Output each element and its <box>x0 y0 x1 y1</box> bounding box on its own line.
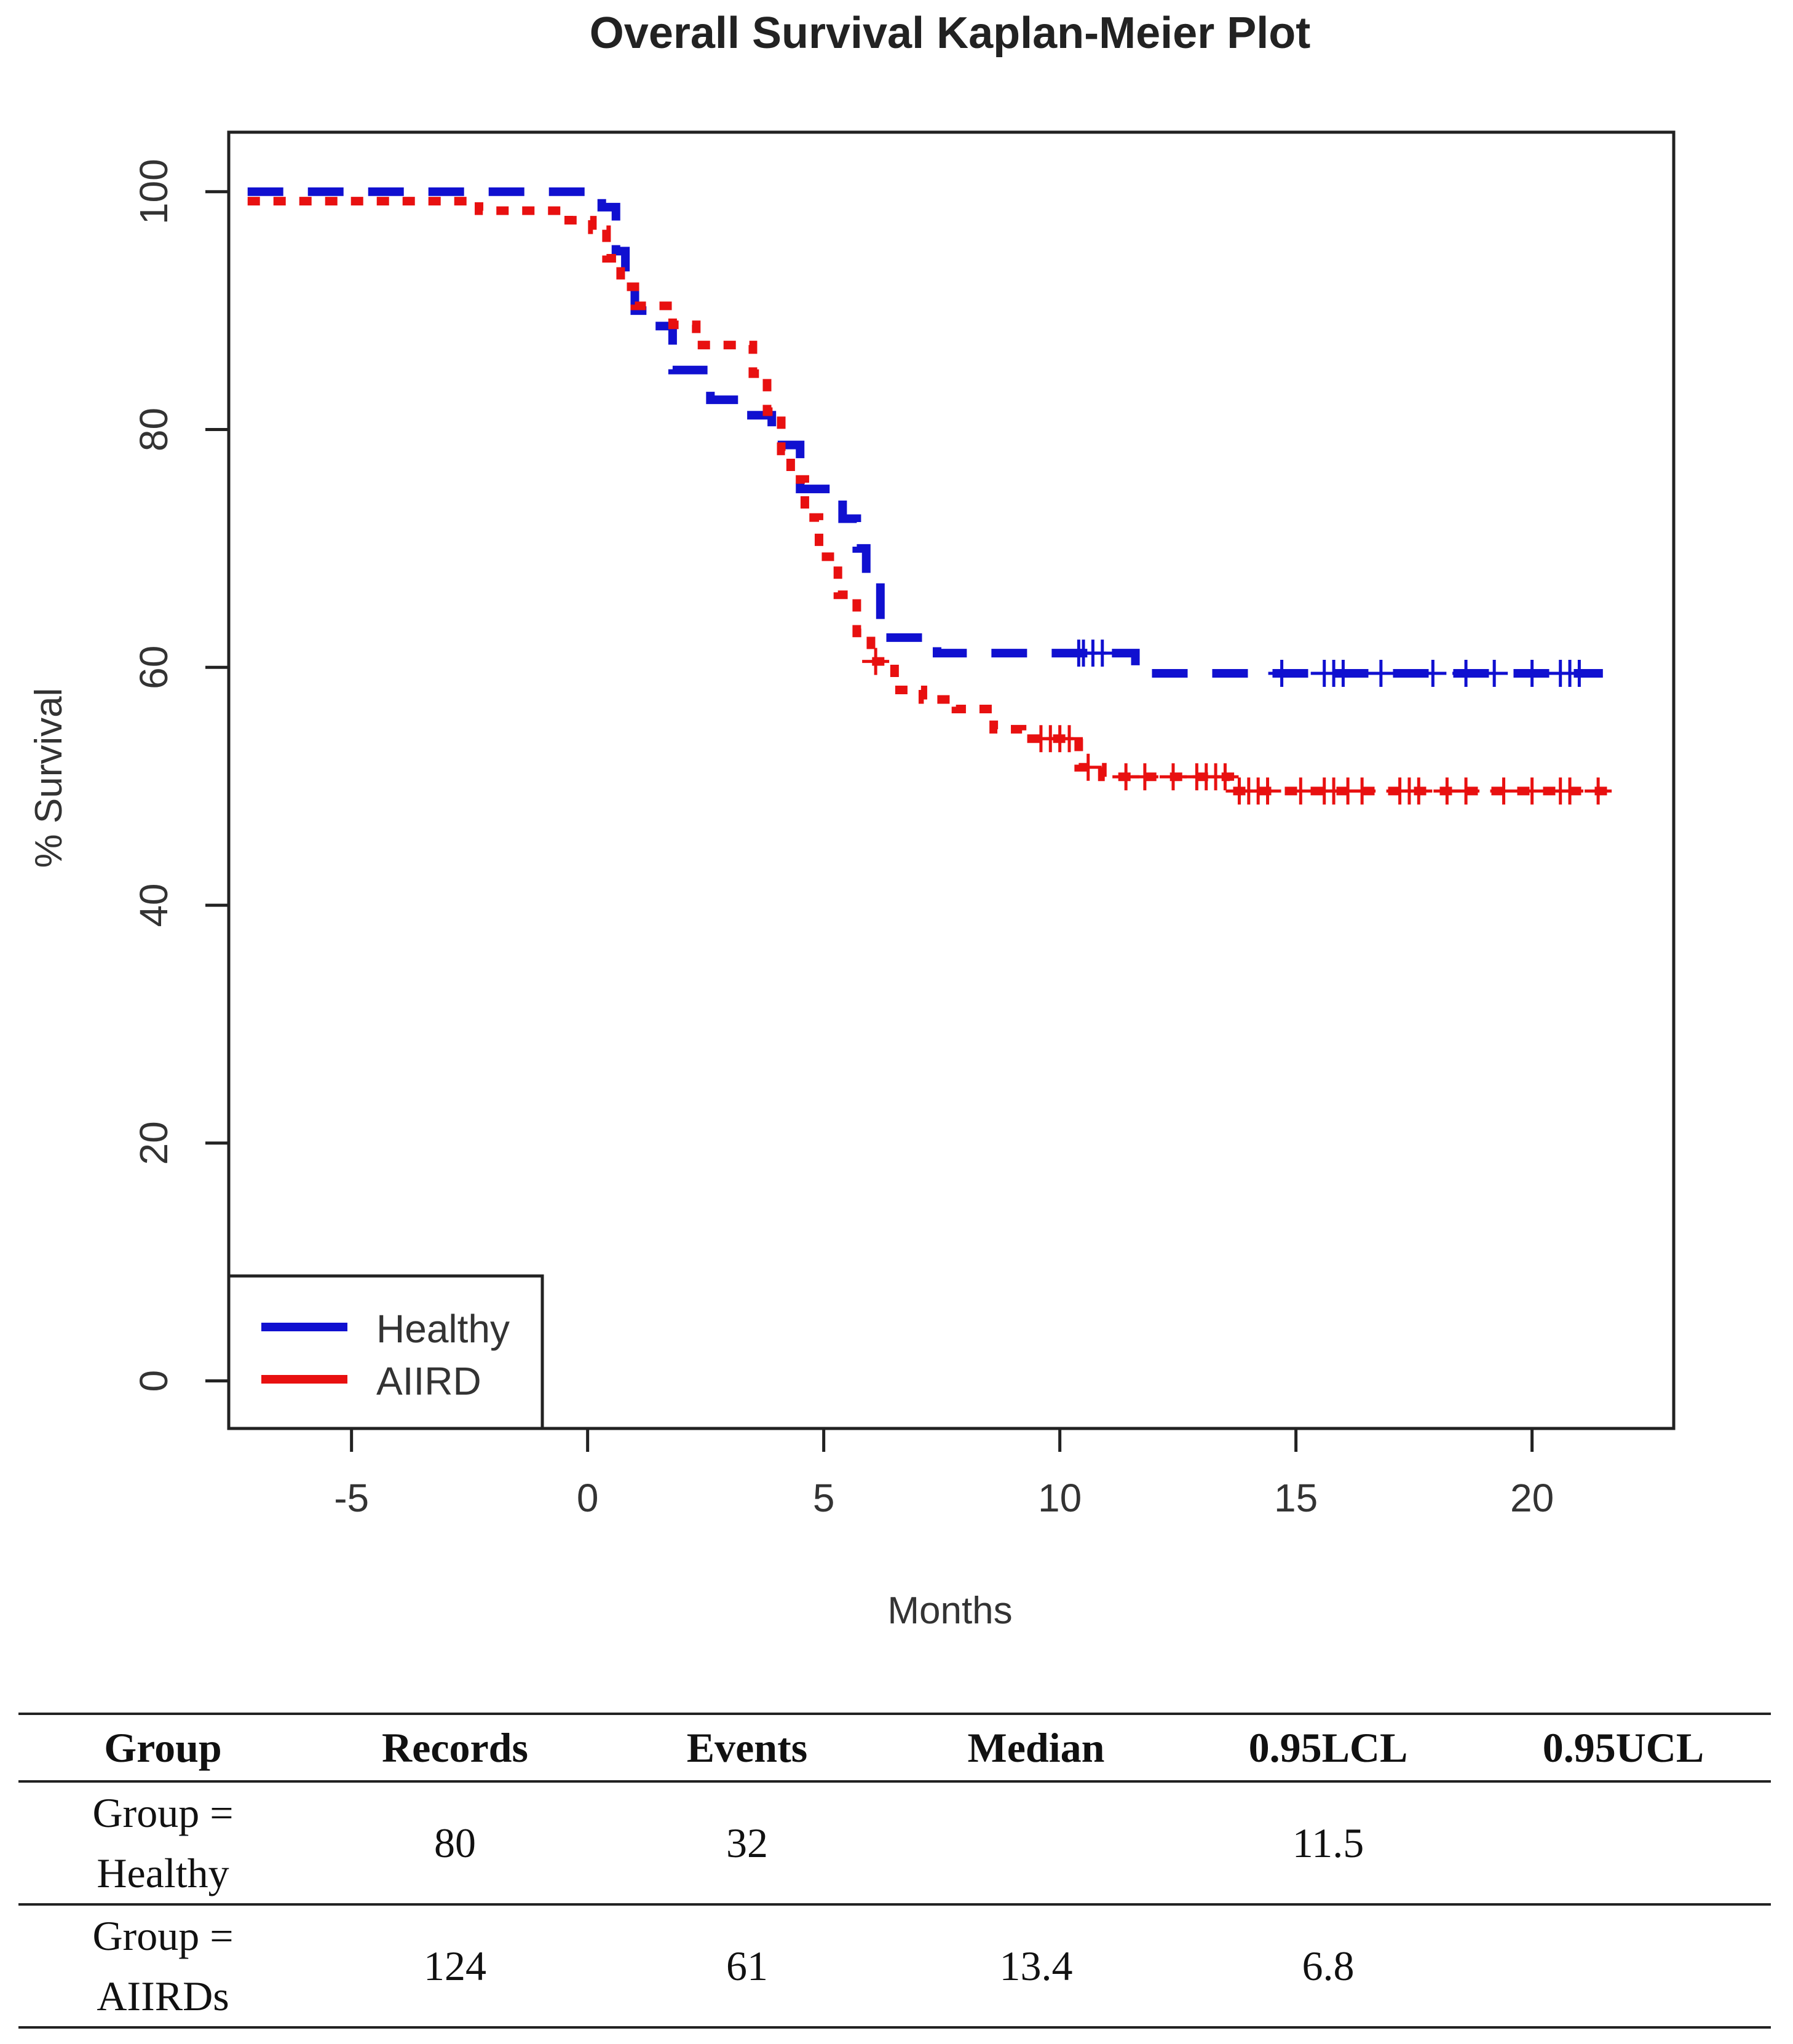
y-tick-label: 100 <box>132 159 176 224</box>
header-group: Group <box>104 1724 222 1771</box>
chart-title: Overall Survival Kaplan-Meier Plot <box>590 9 1310 58</box>
cell-ucl <box>1476 1904 1771 2027</box>
header-events: Events <box>686 1724 808 1771</box>
cell-group: Group = AIIRDs <box>18 1904 307 2027</box>
legend-label-healthy: Healthy <box>376 1307 510 1351</box>
survival-curves <box>247 187 1617 805</box>
cell-events: 32 <box>726 1820 768 1866</box>
header-ucl: 0.95UCL <box>1542 1724 1704 1771</box>
table-header-row: Group Records Events Median 0.95LCL 0.95… <box>18 1714 1771 1781</box>
legend-label-aiird: AIIRD <box>376 1359 481 1403</box>
y-tick-label: 20 <box>132 1121 176 1165</box>
x-tick-label: -5 <box>334 1476 369 1520</box>
summary-table: Group Records Events Median 0.95LCL 0.95… <box>18 1713 1771 2029</box>
cell-records: 80 <box>434 1820 476 1866</box>
group-name: Healthy <box>97 1850 229 1896</box>
cell-events: 61 <box>726 1943 768 1989</box>
table-row: Group = Healthy 80 32 11.5 <box>18 1781 1771 1904</box>
group-line: Group = <box>92 1912 234 1959</box>
header-records: Records <box>382 1724 528 1771</box>
plot-frame <box>227 130 1676 1430</box>
group-name: AIIRDs <box>97 1973 229 2019</box>
legend: Healthy AIIRD <box>227 1274 544 1430</box>
cell-ucl <box>1476 1781 1771 1904</box>
axes: -5 0 5 10 15 20 0 20 40 60 80 100 <box>132 159 1554 1520</box>
cell-median: 13.4 <box>999 1943 1073 1989</box>
y-axis-label: % Survival <box>28 688 70 868</box>
x-axis-label: Months <box>887 1590 1012 1632</box>
x-tick-label: 15 <box>1274 1476 1318 1520</box>
y-tick-label: 80 <box>132 408 176 451</box>
cell-records: 124 <box>424 1943 486 1989</box>
x-tick-label: 10 <box>1038 1476 1082 1520</box>
header-lcl: 0.95LCL <box>1248 1724 1408 1771</box>
header-median: Median <box>967 1724 1105 1771</box>
group-line: Group = <box>92 1789 234 1836</box>
series-line-healthy <box>247 187 1603 678</box>
x-tick-label: 0 <box>577 1476 599 1520</box>
legend-box <box>227 1274 544 1430</box>
cell-median <box>892 1781 1181 1904</box>
cell-lcl: 6.8 <box>1302 1943 1355 1989</box>
series-line-aiird <box>247 197 1617 796</box>
cell-group: Group = Healthy <box>18 1781 307 1904</box>
y-tick-label: 60 <box>132 646 176 689</box>
y-tick-label: 0 <box>132 1370 176 1392</box>
y-tick-label: 40 <box>132 883 176 927</box>
x-tick-label: 5 <box>813 1476 835 1520</box>
x-tick-label: 20 <box>1510 1476 1554 1520</box>
table-row: Group = AIIRDs 124 61 13.4 6.8 <box>18 1904 1771 2027</box>
cell-lcl: 11.5 <box>1292 1820 1364 1866</box>
km-plot: Overall Survival Kaplan-Meier Plot -5 0 5 1… <box>28 9 1676 1632</box>
